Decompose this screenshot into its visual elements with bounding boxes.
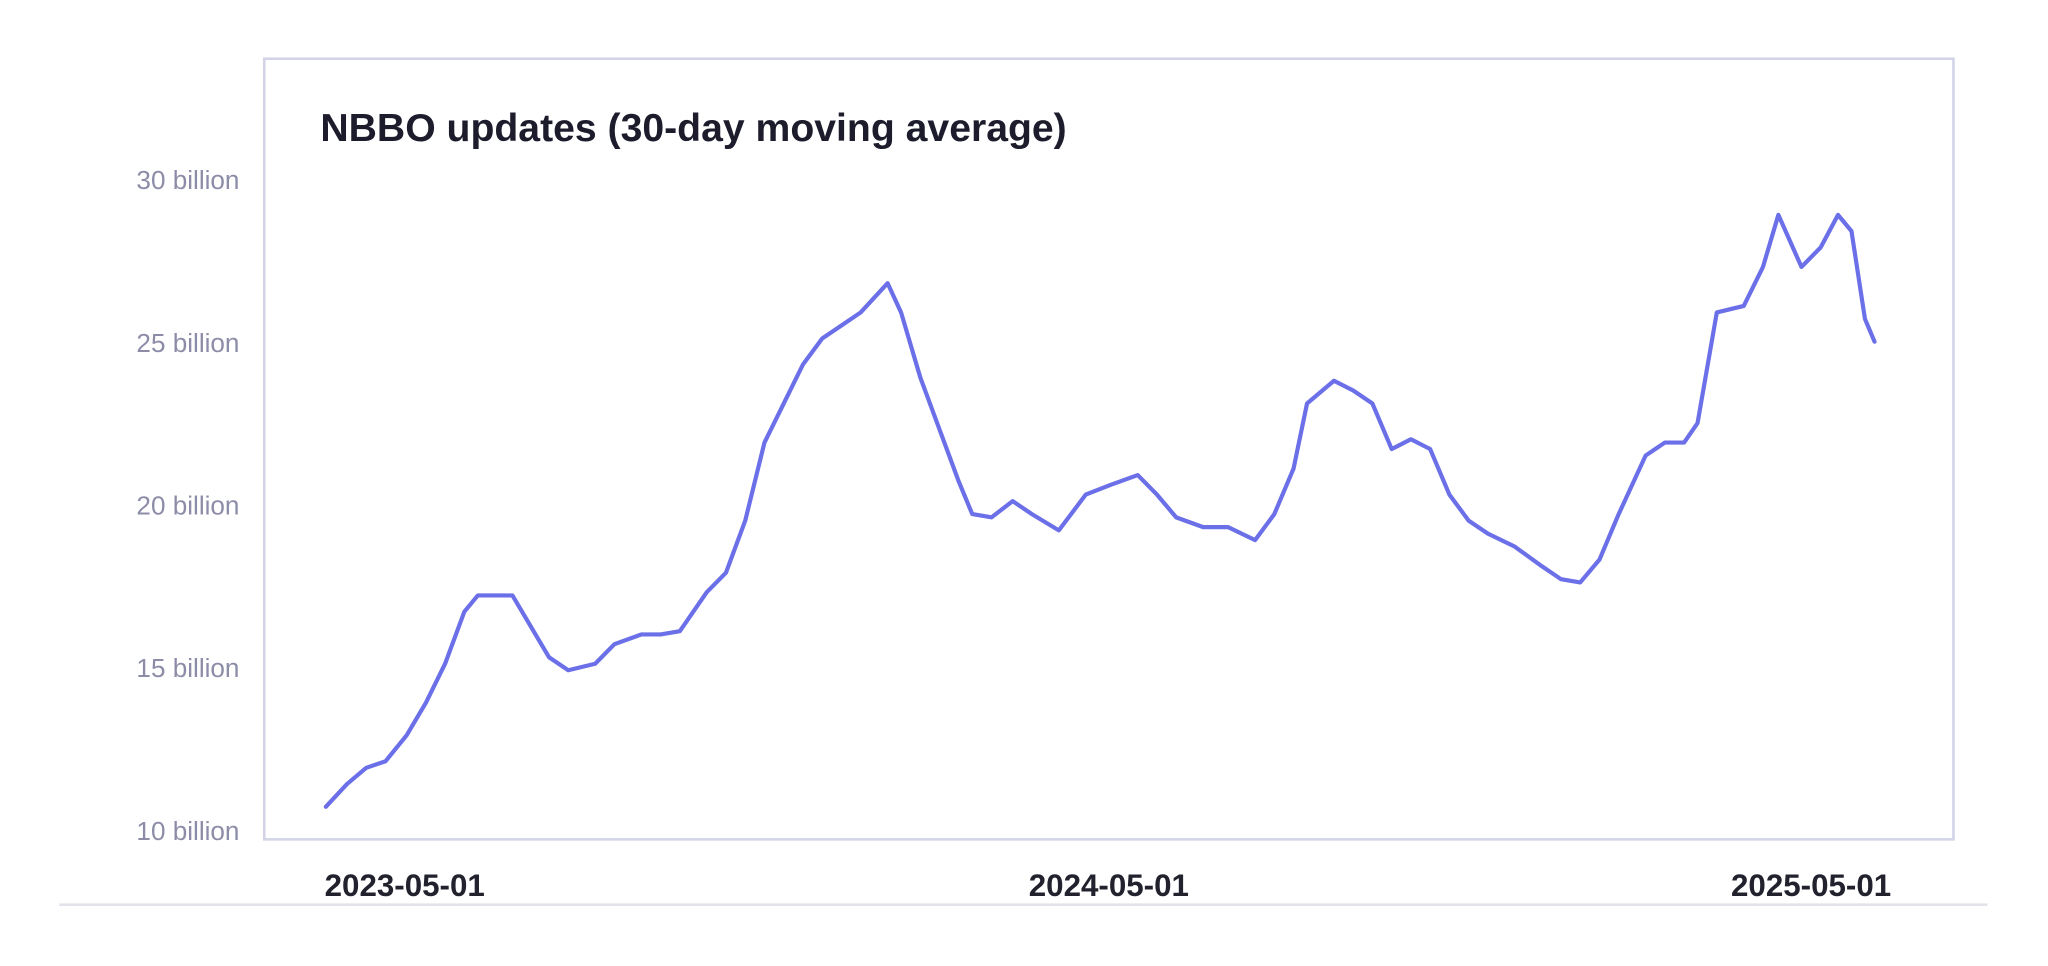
x-tick-label: 2023-05-01 xyxy=(325,868,485,903)
plot-frame xyxy=(262,57,1955,841)
y-tick-label: 15 billion xyxy=(136,653,239,683)
chart-title: NBBO updates (30-day moving average) xyxy=(320,107,1066,150)
x-tick-label: 2025-05-01 xyxy=(1731,868,1891,903)
data-line xyxy=(323,212,1877,809)
y-tick-label: 30 billion xyxy=(136,165,239,195)
y-tick-label: 25 billion xyxy=(136,328,239,358)
x-tick-label: 2024-05-01 xyxy=(1029,868,1189,903)
y-tick-label: 20 billion xyxy=(136,490,239,520)
y-tick-label: 10 billion xyxy=(136,816,239,846)
